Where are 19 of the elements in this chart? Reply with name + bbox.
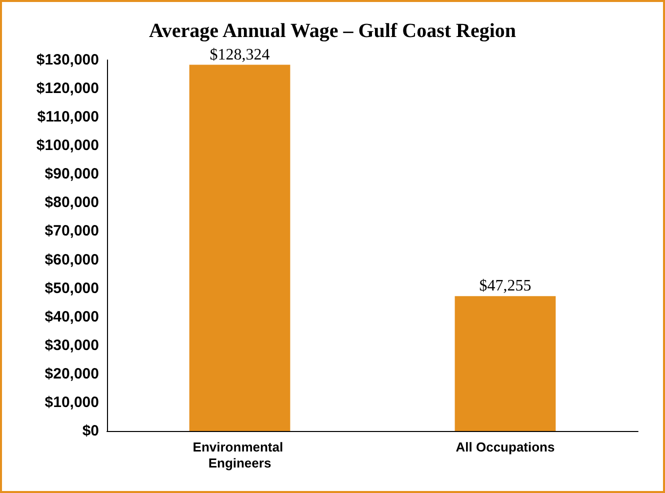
y-tick-label: $30,000 — [44, 336, 99, 354]
y-tick-label: $80,000 — [44, 194, 99, 212]
y-tick-label: $40,000 — [44, 308, 99, 326]
y-tick-label: $20,000 — [44, 365, 99, 382]
y-tick-label: $10,000 — [44, 394, 99, 411]
y-tick-label: $60,000 — [44, 251, 99, 268]
y-tick-label: $120,000 — [36, 80, 99, 98]
data-label: $128,324 — [210, 46, 270, 64]
y-tick-label: $90,000 — [44, 166, 99, 183]
x-tick-label: Environmental Engineers — [192, 440, 287, 470]
y-tick-label: $0 — [82, 422, 99, 440]
chart-title: Average Annual Wage – Gulf Coast Region — [148, 20, 516, 42]
y-tick-label: $100,000 — [36, 137, 99, 154]
y-tick-label: $130,000 — [36, 52, 99, 68]
data-label: $47,255 — [479, 278, 532, 295]
x-tick-label: All Occupations — [456, 440, 555, 454]
y-tick-label: $110,000 — [37, 108, 99, 126]
y-tick-label: $50,000 — [44, 280, 99, 297]
y-tick-label: $70,000 — [44, 222, 99, 240]
